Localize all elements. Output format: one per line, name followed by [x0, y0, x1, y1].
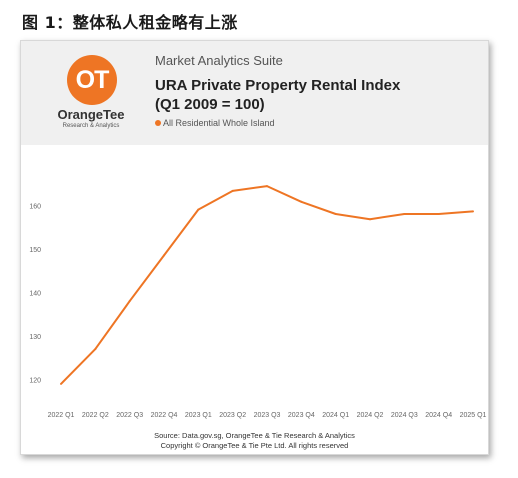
data-point	[437, 213, 440, 215]
data-point	[334, 213, 337, 215]
logo-mark: OT	[75, 65, 110, 94]
y-tick-label: 160	[29, 203, 41, 210]
x-tick-label: 2023 Q1	[185, 412, 212, 419]
y-tick-label: 140	[29, 290, 41, 297]
x-tick-label: 2023 Q2	[219, 412, 246, 419]
x-tick-label: 2023 Q4	[288, 412, 315, 419]
x-tick-label: 2022 Q4	[151, 412, 178, 419]
chart-title-line1: URA Private Property Rental Index	[155, 77, 401, 94]
data-point	[472, 210, 474, 213]
x-tick-label: 2025 Q1	[460, 412, 487, 419]
y-tick-label: 150	[29, 247, 41, 254]
suite-label: Market Analytics Suite	[155, 53, 283, 68]
y-tick-label: 120	[29, 378, 41, 385]
x-tick-label: 2024 Q4	[425, 412, 452, 419]
data-point	[300, 200, 303, 203]
series-line	[60, 185, 474, 385]
data-point	[128, 300, 131, 303]
chart-header: OT OrangeTee Research & Analytics Market…	[21, 41, 488, 145]
data-point	[197, 208, 200, 211]
chart-card: OT OrangeTee Research & Analytics Market…	[20, 40, 489, 455]
x-tick-label: 2022 Q1	[48, 412, 75, 419]
x-tick-label: 2022 Q3	[116, 412, 143, 419]
chart-title-line2: (Q1 2009 = 100)	[155, 96, 265, 113]
x-tick-label: 2024 Q1	[322, 412, 349, 419]
chart-title: URA Private Property Rental Index (Q1 20…	[155, 76, 400, 114]
data-point	[266, 185, 268, 188]
data-point	[163, 254, 165, 257]
data-point	[60, 382, 62, 385]
x-tick-label: 2024 Q3	[391, 412, 418, 419]
brand-logo: OT	[67, 55, 117, 105]
x-tick-label: 2024 Q2	[357, 412, 384, 419]
x-tick-label: 2023 Q3	[254, 412, 281, 419]
data-point	[231, 189, 234, 192]
y-tick-label: 130	[29, 334, 41, 341]
source-note: Source: Data.gov.sg, OrangeTee & Tie Res…	[154, 431, 355, 440]
chart-footer: Source: Data.gov.sg, OrangeTee & Tie Res…	[21, 431, 488, 451]
legend-label: All Residential Whole Island	[163, 118, 275, 128]
brand-name: OrangeTee	[57, 107, 125, 122]
brand-tagline: Research & Analytics	[62, 123, 120, 129]
figure-title: 图 1：整体私人租金略有上涨	[22, 13, 238, 32]
chart-legend: All Residential Whole Island	[155, 118, 275, 128]
data-point	[94, 348, 97, 351]
copyright-note: Copyright © OrangeTee & Tie Pte Ltd. All…	[160, 441, 349, 450]
data-point	[369, 218, 371, 221]
x-tick-label: 2022 Q2	[82, 412, 109, 419]
legend-dot-icon	[155, 120, 161, 126]
line-chart: 120 130 140 150 160 2022 Q1 2022 Q2 2022 Q3 2022…	[29, 185, 487, 419]
data-point	[403, 213, 406, 215]
